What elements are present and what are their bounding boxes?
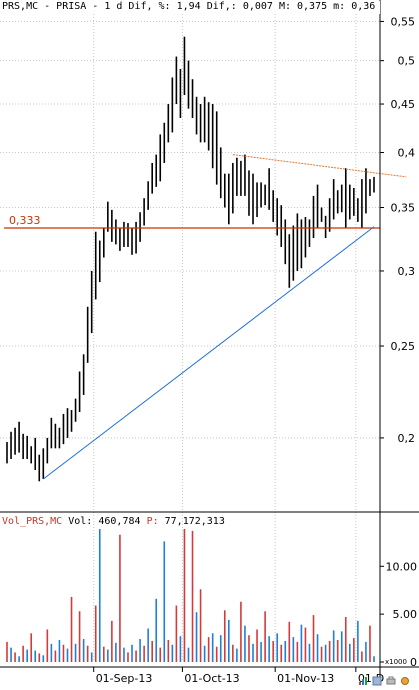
price-tick-label: 0,35 — [391, 202, 416, 215]
time-tick-label: 01-Oct-13 — [184, 672, 239, 684]
volume-series-name: Vol_PRS,MC — [2, 516, 63, 527]
volume-tick-label: 10.00 — [386, 560, 418, 573]
price-tick-label: 0,4 — [398, 147, 416, 160]
volume-value: 460,784 — [98, 516, 141, 527]
price-tick-label: 0,25 — [391, 340, 416, 353]
price-tick-label: 0,5 — [398, 55, 416, 68]
toolbar-icons — [358, 671, 418, 686]
volume-tick-label: 0 — [410, 656, 417, 669]
price-tick-label: 0,2 — [398, 432, 416, 445]
volume-unit-label: x1000 — [385, 658, 407, 666]
volume-tick-label: 5.00 — [393, 608, 418, 621]
trendlines: 0,333 — [4, 154, 407, 480]
time-tick-label: 01-Sep-13 — [96, 672, 153, 684]
print-icon[interactable] — [386, 671, 396, 685]
volume-label: Vol: — [68, 516, 93, 527]
price-tick-label: 0,3 — [398, 265, 416, 278]
level-line-label: 0,333 — [9, 214, 41, 227]
chart-header: PRS,MC - PRISA - 1 d Dif, %: 1,94 Dif,: … — [2, 1, 380, 14]
support-trendline — [42, 226, 375, 480]
price-bars — [6, 36, 375, 482]
settings-icon[interactable] — [400, 671, 410, 685]
volume-bars — [6, 528, 375, 662]
chart-tools-icon[interactable] — [358, 671, 368, 685]
time-tick-label: 01-Nov-13 — [277, 672, 334, 684]
price-tick-label: 0,55 — [391, 15, 416, 28]
volume-header: Vol_PRS,MC Vol: 460,784 P: 77,172,313 — [2, 516, 225, 528]
price-tick-label: 0,45 — [391, 98, 416, 111]
save-icon[interactable] — [372, 671, 382, 686]
price-volume-label: P: — [146, 516, 159, 527]
price-volume-value: 77,172,313 — [164, 516, 225, 527]
resistance-trendline — [232, 154, 407, 178]
